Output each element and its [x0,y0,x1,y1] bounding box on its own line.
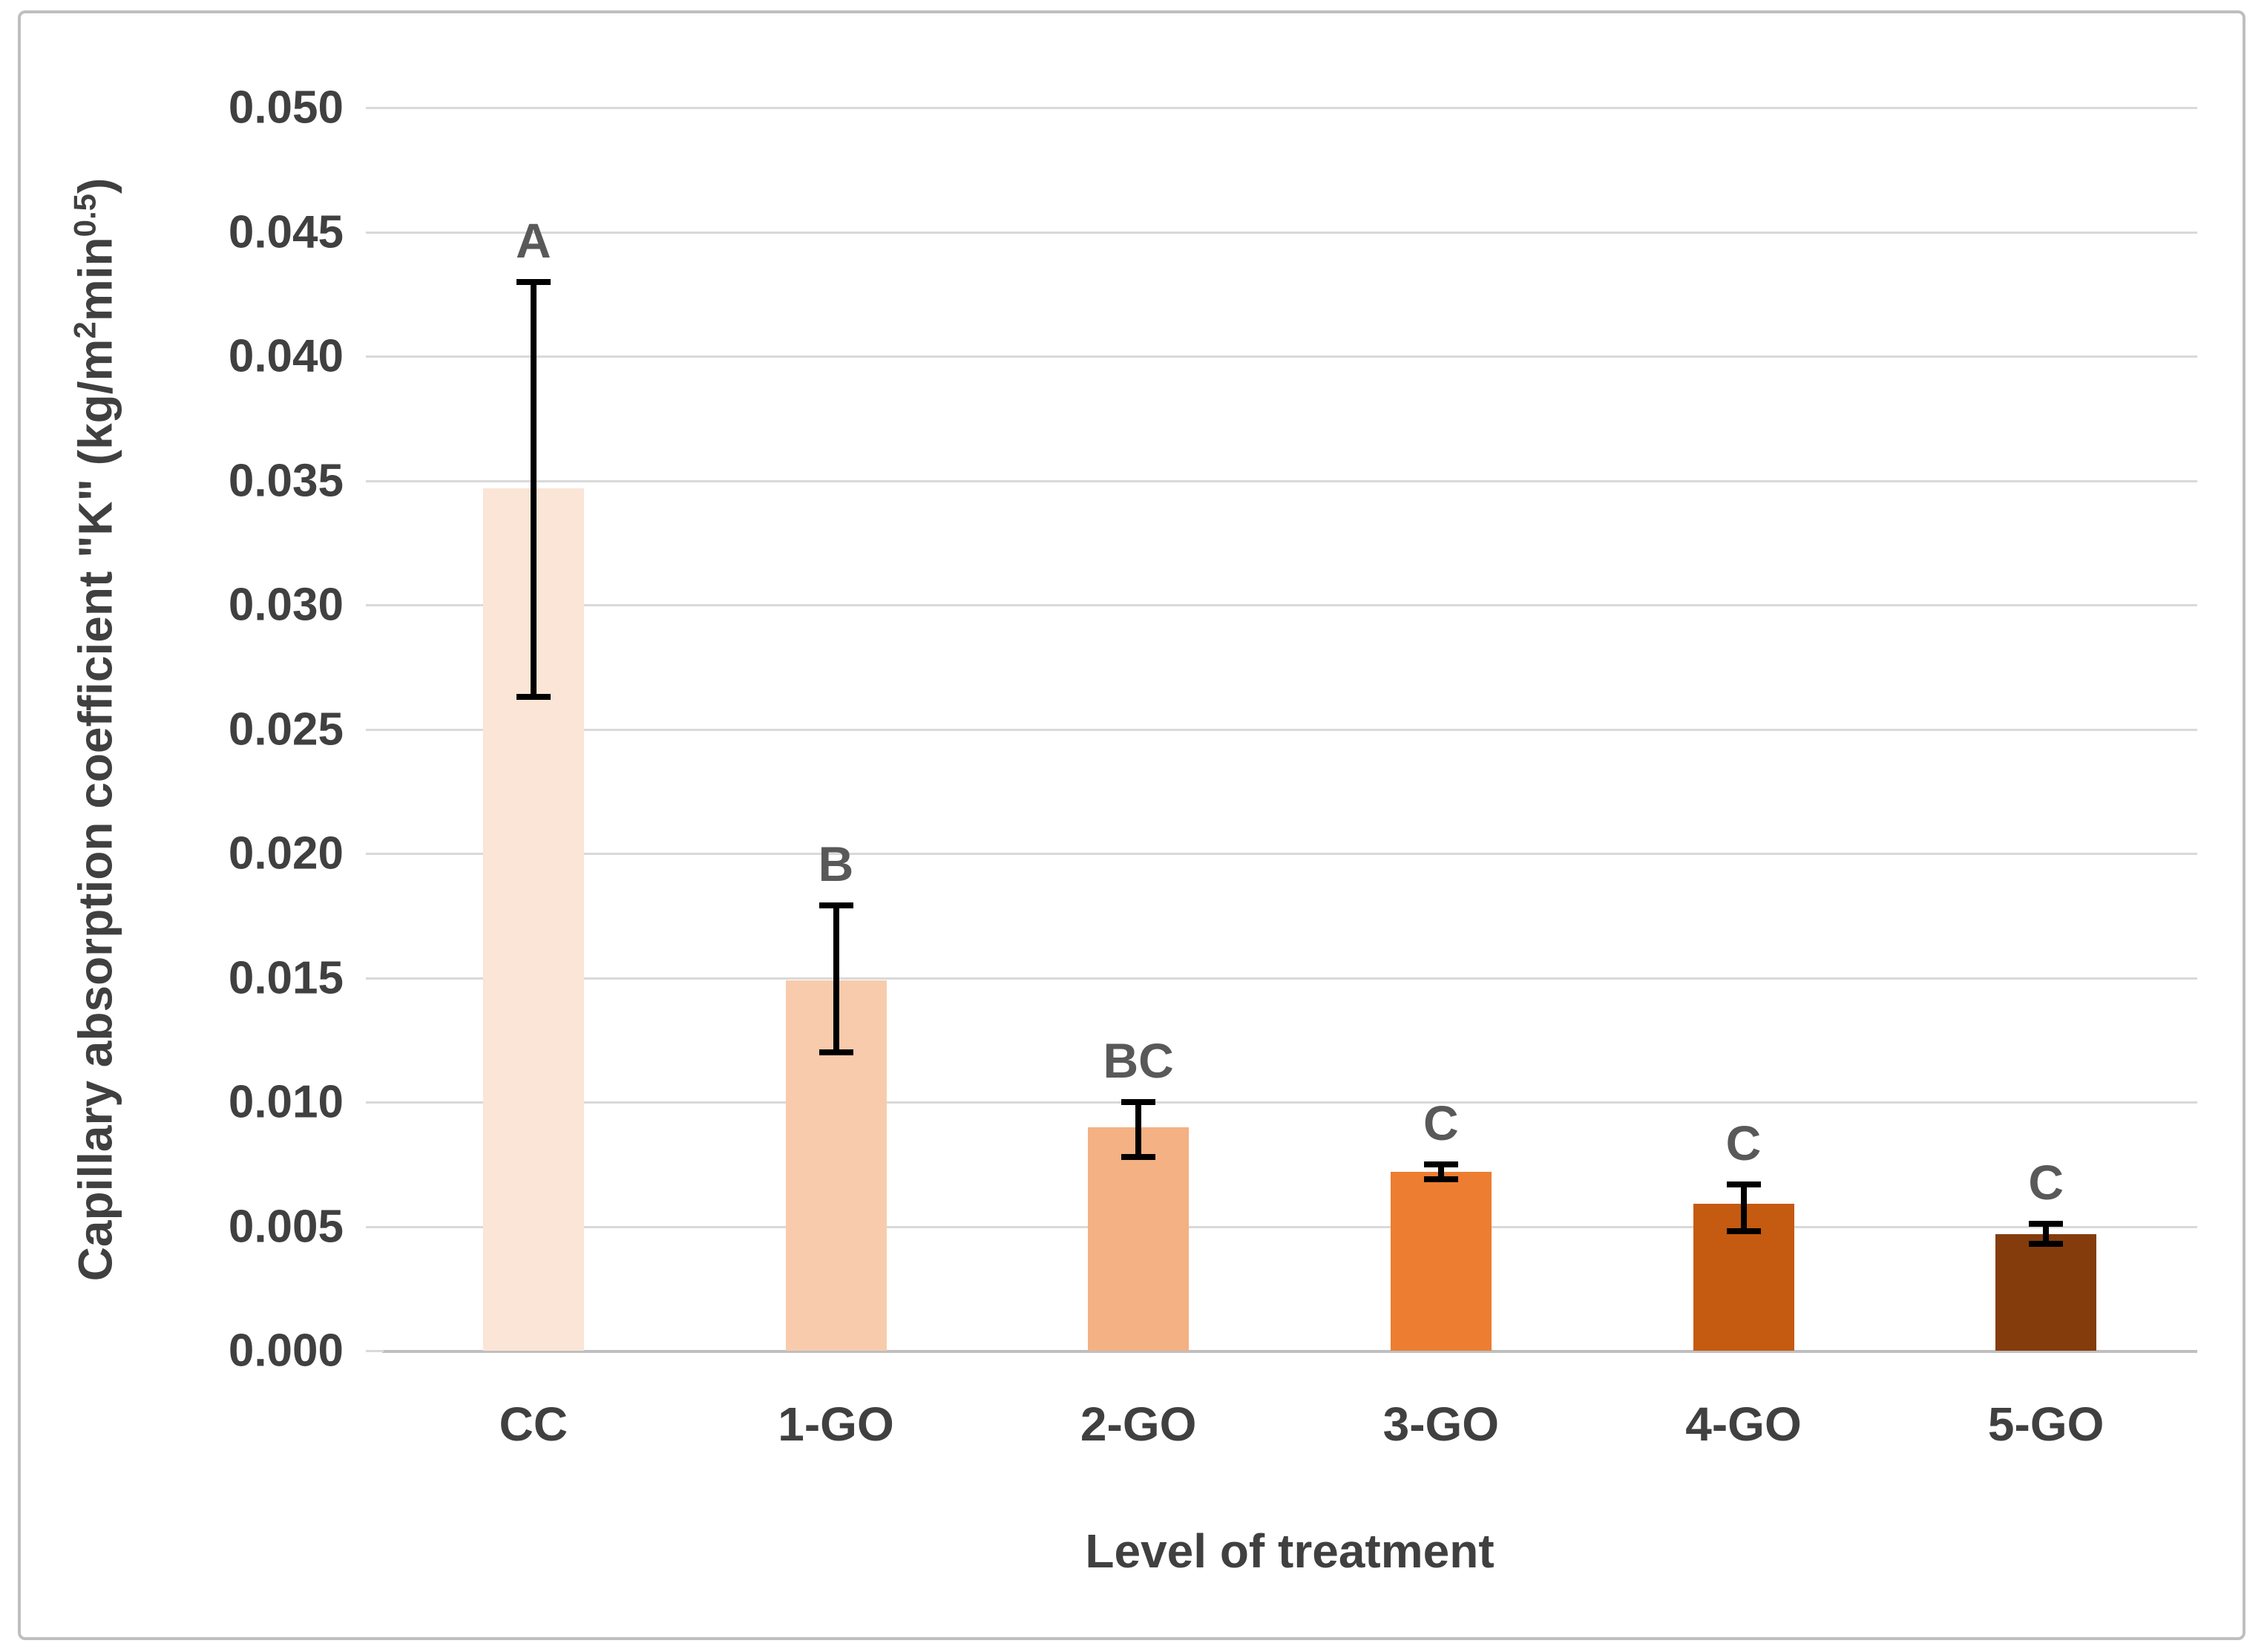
x-tick-label-3-GO: 3-GO [1382,1397,1500,1451]
y-tick-mark [366,231,384,234]
y-tick-label: 0.050 [228,82,344,134]
error-bar-line [1740,1184,1747,1232]
y-tick-mark [366,1225,384,1228]
gridline [382,355,2197,358]
y-tick-label: 0.000 [228,1325,344,1377]
error-bar-line [833,905,839,1052]
y-tick-mark [366,604,384,606]
x-tick-label-4-GO: 4-GO [1685,1397,1802,1451]
y-tick-label: 0.015 [228,952,344,1003]
sig-letter-2-GO: BC [1103,1033,1174,1088]
y-tick-label: 0.035 [228,455,344,506]
y-tick-mark [366,977,384,980]
sig-letter-3-GO: C [1423,1095,1459,1150]
sig-letter-CC: A [515,212,551,268]
error-bar-cap-bottom [1726,1228,1761,1235]
gridline [382,479,2197,482]
x-tick-label-1-GO: 1-GO [778,1397,894,1451]
error-bar-line [1437,1164,1444,1179]
error-bar-cap-top [516,278,551,285]
gridline [382,604,2197,606]
bar-5-GO [1995,1233,2097,1351]
gridline [382,853,2197,855]
error-bar-cap-bottom [818,1049,853,1055]
error-bar-cap-top [2029,1221,2064,1227]
sig-letter-5-GO: C [2028,1155,2064,1210]
error-bar-cap-top [1726,1181,1761,1187]
x-axis-title: Level of treatment [1085,1524,1495,1578]
gridline [382,977,2197,980]
y-axis-title-mid: min [68,237,122,322]
y-axis-title-sup-05: 0.5 [67,194,102,237]
y-tick-label: 0.030 [228,579,344,631]
chart-frame: A B BC C C C Capillary absorption coefficient… [18,10,2245,1640]
y-tick-label: 0.025 [228,704,344,755]
error-bar-cap-top [1121,1099,1156,1105]
y-tick-mark [366,853,384,855]
x-tick-label-CC: CC [499,1397,568,1451]
y-tick-mark [366,728,384,731]
error-bar-cap-top [1423,1161,1458,1167]
y-axis-title-text: Capillary absorption coefficient "K" (kg… [68,338,122,1282]
error-bar-cap-bottom [516,693,551,700]
gridline [382,1225,2197,1228]
error-bar-cap-bottom [2029,1240,2064,1247]
sig-letter-4-GO: C [1725,1115,1762,1170]
gridline [382,728,2197,731]
error-bar-line [1135,1102,1142,1157]
y-tick-label: 0.020 [228,827,344,879]
y-axis-title-close: ) [68,177,122,194]
bar-2-GO [1088,1127,1190,1351]
y-tick-mark [366,1101,384,1104]
plot-area: A B BC C C C [382,107,2197,1353]
x-tick-label-5-GO: 5-GO [1987,1397,2104,1451]
error-bar-cap-top [818,902,853,909]
y-tick-label: 0.040 [228,330,344,382]
error-bar-line [530,281,537,697]
y-tick-label: 0.005 [228,1201,344,1252]
y-tick-mark [366,479,384,482]
gridline [382,231,2197,234]
y-tick-mark [366,107,384,109]
bar-3-GO [1390,1171,1492,1351]
x-axis-line [382,1350,2197,1353]
y-tick-mark [366,1350,384,1352]
y-axis-title-sup-2: 2 [67,321,102,339]
error-bar-line [2043,1224,2050,1244]
error-bar-cap-bottom [1423,1176,1458,1182]
y-tick-label: 0.010 [228,1076,344,1128]
gridline [382,1101,2197,1104]
sig-letter-1-GO: B [818,836,854,892]
y-axis-title: Capillary absorption coefficient "K" (kg… [67,178,122,1282]
y-tick-mark [366,355,384,358]
error-bar-cap-bottom [1121,1153,1156,1160]
x-tick-label-2-GO: 2-GO [1080,1397,1197,1451]
gridline [382,107,2197,109]
y-tick-label: 0.045 [228,206,344,258]
